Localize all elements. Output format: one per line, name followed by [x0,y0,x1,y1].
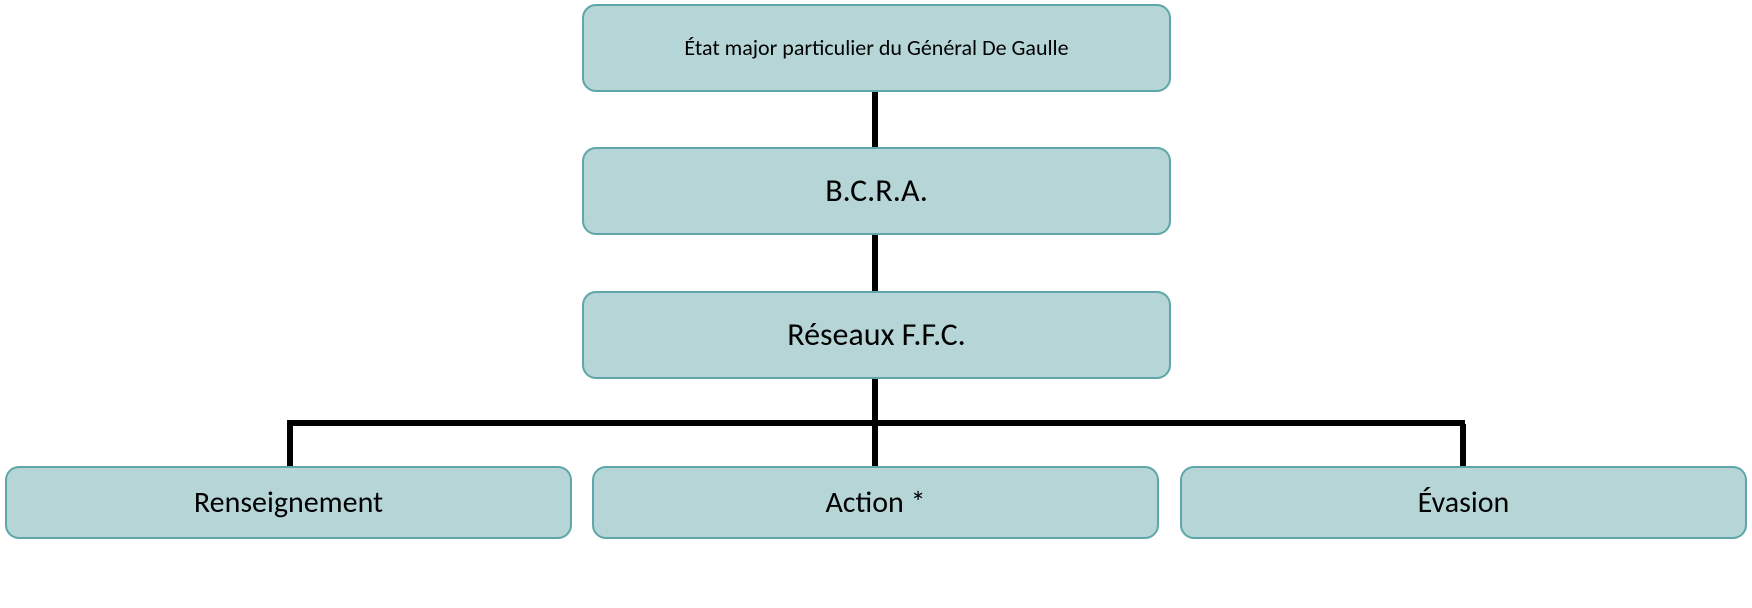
org-chart-canvas: État major particulier du Général De Gau… [0,0,1752,608]
node-bcra: B.C.R.A. [582,147,1171,235]
node-label: Action * [825,484,925,522]
node-label: Réseaux F.F.C. [787,315,965,355]
connector-vertical [872,234,878,292]
node-label: Renseignement [194,484,383,522]
node-etat-major: État major particulier du Général De Gau… [582,4,1171,92]
node-label: B.C.R.A. [825,171,928,211]
connector-vertical [872,424,878,466]
node-evasion: Évasion [1180,466,1747,539]
connector-vertical [872,92,878,148]
connector-vertical [1460,424,1466,466]
node-label: État major particulier du Général De Gau… [684,34,1068,62]
node-action: Action * [592,466,1159,539]
node-label: Évasion [1418,484,1510,522]
connector-vertical [287,424,293,466]
node-renseignement: Renseignement [5,466,572,539]
node-reseaux-ffc: Réseaux F.F.C. [582,291,1171,379]
connector-vertical [872,378,878,424]
